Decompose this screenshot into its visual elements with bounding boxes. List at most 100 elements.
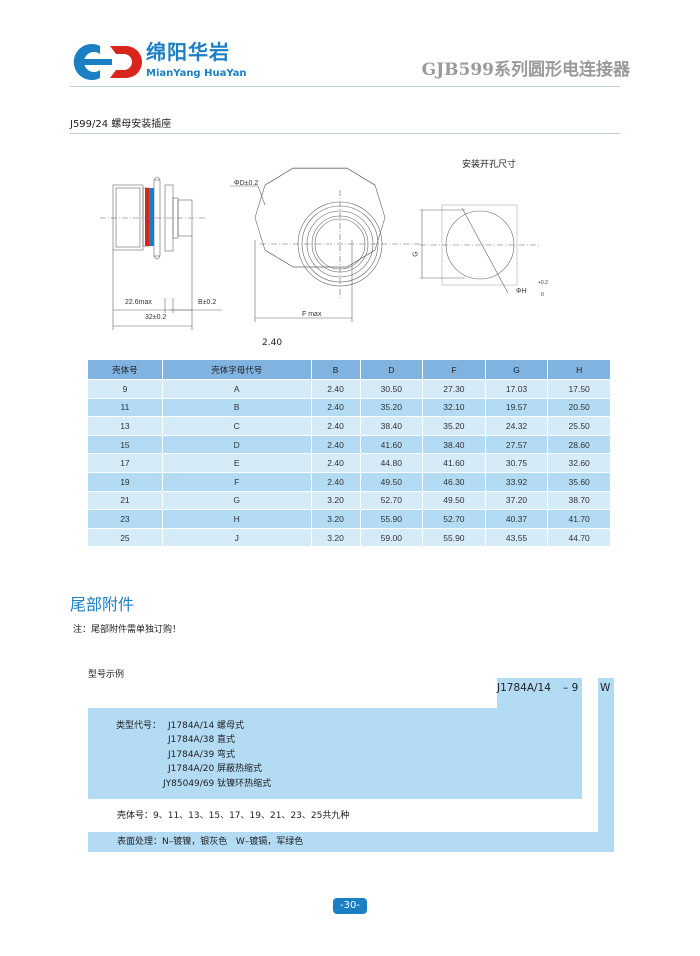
table-cell: 25.50 bbox=[548, 417, 610, 435]
table-cell: C bbox=[162, 417, 311, 435]
table-cell: 27.57 bbox=[485, 435, 548, 454]
dim-label-h: ΦH bbox=[516, 288, 527, 295]
type-item: J1784A/20 屏蔽热缩式 bbox=[168, 764, 263, 774]
table-cell: 32.10 bbox=[423, 398, 485, 417]
table-cell: 23 bbox=[88, 510, 162, 528]
code-part1-block bbox=[497, 678, 582, 710]
column-header: F bbox=[423, 360, 485, 379]
table-row: 19 F 2.40 49.50 46.30 33.92 35.60 bbox=[88, 472, 610, 491]
header-divider bbox=[70, 86, 620, 87]
table-cell: 38.40 bbox=[360, 417, 423, 435]
table-row: 23 H 3.20 55.90 52.70 40.37 41.70 bbox=[88, 510, 610, 528]
table-cell: 2.40 bbox=[311, 454, 360, 472]
dim-label-length: 22.6max bbox=[125, 299, 152, 306]
table-cell: 49.50 bbox=[360, 472, 423, 491]
table-cell: 37.20 bbox=[485, 491, 548, 510]
logo-mark bbox=[73, 44, 142, 80]
table-cell: 24.32 bbox=[485, 417, 548, 435]
table-cell: 30.75 bbox=[485, 454, 548, 472]
document-title: GJB599系列圆形电连接器 bbox=[421, 60, 630, 80]
table-row: 11 B 2.40 35.20 32.10 19.57 20.50 bbox=[88, 398, 610, 417]
table-cell: 20.50 bbox=[548, 398, 610, 417]
side-view-drawing bbox=[100, 176, 222, 330]
dim-label-b: B±0.2 bbox=[198, 299, 217, 306]
table-cell: 27.30 bbox=[423, 380, 485, 398]
table-cell: 41.70 bbox=[548, 510, 610, 528]
column-header: 壳体字母代号 bbox=[162, 360, 311, 379]
type-item: JY85049/69 钛镍环热缩式 bbox=[163, 779, 272, 789]
table-cell: 13 bbox=[88, 417, 162, 435]
table-cell: 35.60 bbox=[548, 472, 610, 491]
column-header: 壳体号 bbox=[88, 360, 162, 379]
table-cell: 2.40 bbox=[311, 398, 360, 417]
table-cell: 19 bbox=[88, 472, 162, 491]
subtitle-divider bbox=[70, 133, 620, 134]
dim-label-g: G bbox=[412, 251, 420, 257]
table-cell: 35.20 bbox=[423, 417, 485, 435]
column-header: G bbox=[485, 360, 548, 379]
panel-cutout-drawing bbox=[420, 204, 540, 294]
technical-drawing bbox=[100, 167, 540, 330]
table-cell: 11 bbox=[88, 398, 162, 417]
table-cell: 30.50 bbox=[360, 380, 423, 398]
table-cell: 52.70 bbox=[423, 510, 485, 528]
dim-label-d: ΦD±0.2 bbox=[234, 180, 259, 187]
logo-text-en: MianYang HuaYan bbox=[146, 68, 247, 79]
type-item: J1784A/14 螺母式 bbox=[168, 721, 245, 731]
table-cell: 35.20 bbox=[360, 398, 423, 417]
table-cell: E bbox=[162, 454, 311, 472]
table-cell: A bbox=[162, 380, 311, 398]
table-cell: 28.60 bbox=[548, 435, 610, 454]
table-cell: F bbox=[162, 472, 311, 491]
table-cell: 32.60 bbox=[548, 454, 610, 472]
table-cell: 2.40 bbox=[311, 472, 360, 491]
table-cell: J bbox=[162, 528, 311, 547]
table-row: 15 D 2.40 41.60 38.40 27.57 28.60 bbox=[88, 435, 610, 454]
table-cell: 44.80 bbox=[360, 454, 423, 472]
table-row: 13 C 2.40 38.40 35.20 24.32 25.50 bbox=[88, 417, 610, 435]
type-code-label: 类型代号： bbox=[116, 721, 162, 731]
table-cell: 9 bbox=[88, 380, 162, 398]
note-text: 注：尾部附件需单独订购！ bbox=[73, 625, 182, 635]
front-view-drawing bbox=[230, 167, 420, 322]
dim-label-f: F max bbox=[302, 311, 322, 318]
table-cell: G bbox=[162, 491, 311, 510]
table-cell: 2.40 bbox=[311, 435, 360, 454]
caption-value: 2.40 bbox=[262, 338, 283, 348]
finish-box bbox=[88, 832, 614, 852]
table-cell: 19.57 bbox=[485, 398, 548, 417]
column-header: B bbox=[311, 360, 360, 379]
finish-text: 表面处理：N–镀镍，银灰色 W–镀镉，军绿色 bbox=[117, 837, 304, 847]
column-header: H bbox=[548, 360, 610, 379]
table-cell: 3.20 bbox=[311, 491, 360, 510]
table-cell: 2.40 bbox=[311, 380, 360, 398]
column-header: D bbox=[360, 360, 423, 379]
table-cell: 46.30 bbox=[423, 472, 485, 491]
table-cell: 55.90 bbox=[423, 528, 485, 547]
code-part3: W bbox=[600, 682, 611, 694]
table-cell: 43.55 bbox=[485, 528, 548, 547]
table-cell: 21 bbox=[88, 491, 162, 510]
table-cell: 3.20 bbox=[311, 510, 360, 528]
section-title: 尾部附件 bbox=[70, 595, 135, 614]
table-cell: 41.60 bbox=[360, 435, 423, 454]
table-cell: 55.90 bbox=[360, 510, 423, 528]
table-cell: 2.40 bbox=[311, 417, 360, 435]
shell-size-text: 壳体号：9、11、13、15、17、19、21、23、25共九种 bbox=[117, 811, 350, 821]
table-cell: 38.40 bbox=[423, 435, 485, 454]
table-header-row: 壳体号 壳体字母代号 B D F G H bbox=[88, 360, 610, 379]
table-cell: 25 bbox=[88, 528, 162, 547]
table-cell: 44.70 bbox=[548, 528, 610, 547]
logo-text-cn: 绵阳华岩 bbox=[146, 40, 230, 64]
table-cell: D bbox=[162, 435, 311, 454]
code-part1: J1784A/14 bbox=[497, 682, 551, 694]
table-cell: 17.50 bbox=[548, 380, 610, 398]
table-cell: B bbox=[162, 398, 311, 417]
table-cell: 15 bbox=[88, 435, 162, 454]
dim-tol-h-up: +0.2 bbox=[538, 280, 548, 286]
dim-label-total-length: 32±0.2 bbox=[145, 314, 167, 321]
type-item: J1784A/38 直式 bbox=[168, 735, 236, 745]
product-subtitle: J599/24 螺母安装插座 bbox=[70, 119, 172, 130]
table-cell: 33.92 bbox=[485, 472, 548, 491]
table-row: 25 J 3.20 59.00 55.90 43.55 44.70 bbox=[88, 528, 610, 547]
